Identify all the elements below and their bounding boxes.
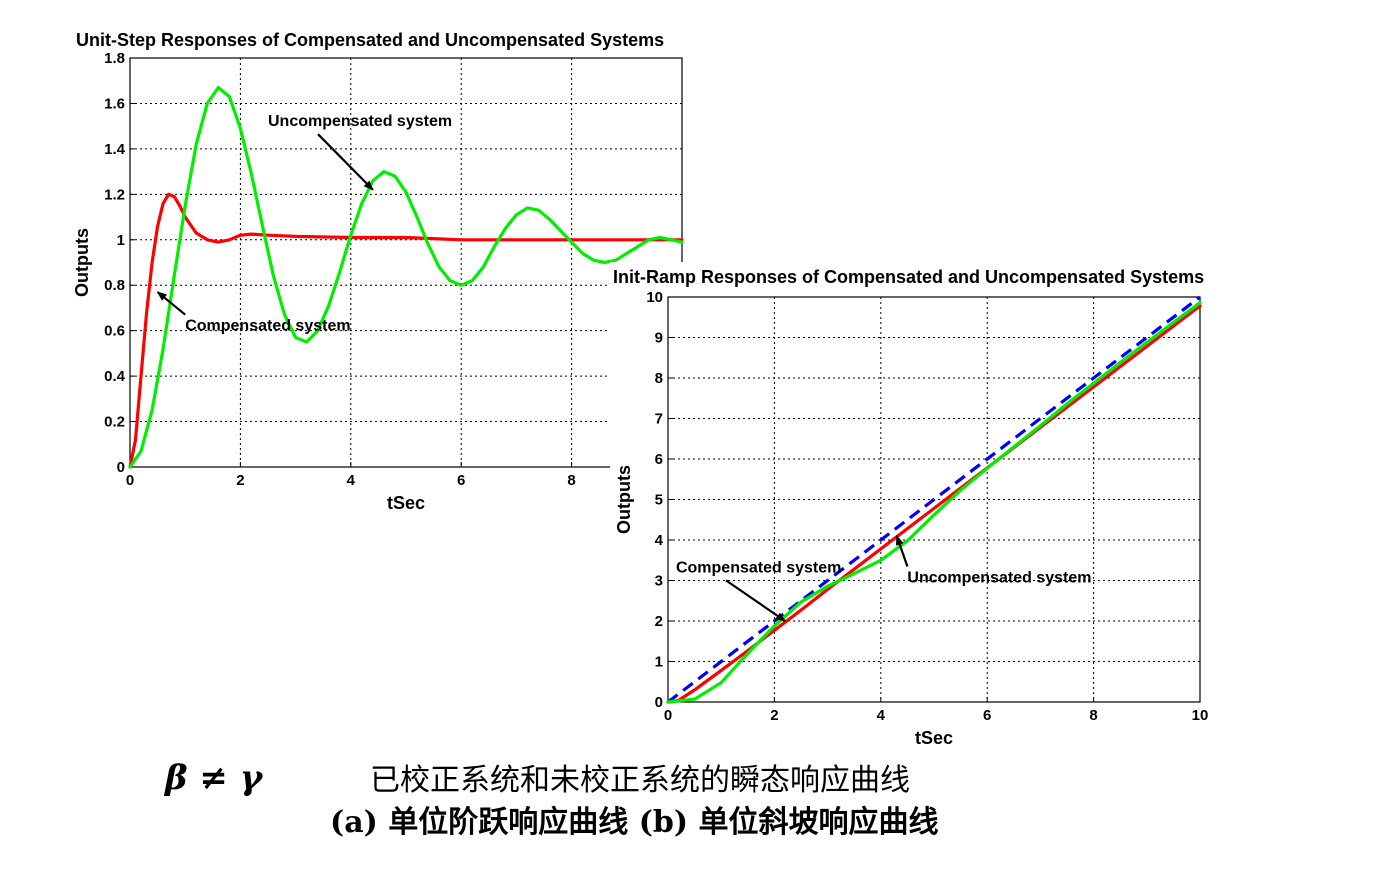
y-tick-label: 3	[655, 573, 663, 590]
y-tick-label: 8	[655, 370, 663, 387]
plot-area	[129, 57, 683, 468]
x-tick-label: 0	[126, 472, 134, 489]
series-line-uncompensated-system	[128, 85, 684, 469]
y-tick-label: 6	[655, 451, 663, 468]
y-axis-label: Outputs	[72, 228, 92, 297]
ramp-response-chart: 0 2 4 6 8 10 0 1 2 3 4 5 6 7 8 9 10 Compensated system Unc…	[610, 262, 1270, 752]
figure-caption-line1: 已校正系统和未校正系统的瞬态响应曲线	[370, 763, 910, 798]
y-axis-label: Outputs	[614, 465, 634, 534]
y-tick-label: 5	[655, 492, 663, 509]
annotation-compensated-system: Compensated system	[676, 559, 841, 576]
annotation-arrow	[725, 579, 786, 622]
annotation-compensated-system: Compensated system	[185, 318, 350, 335]
x-tick-label: 4	[877, 707, 886, 724]
annotation-uncompensated-system: Uncompensated system	[268, 113, 452, 130]
x-tick-label: 2	[770, 707, 778, 724]
y-tick-label: 1.6	[104, 95, 125, 112]
x-tick-label: 8	[567, 472, 575, 489]
series-line-compensated-system	[128, 192, 684, 469]
y-tick-label: 0	[117, 459, 125, 476]
y-tick-label: 1	[655, 654, 663, 671]
annotation-uncompensated-system: Uncompensated system	[907, 570, 1091, 587]
y-tick-label: 7	[655, 411, 663, 428]
y-tick-label: 1.8	[104, 50, 125, 67]
x-tick-label: 4	[347, 472, 356, 489]
y-tick-label: 0.6	[104, 323, 125, 340]
y-tick-label: 4	[655, 532, 664, 549]
y-tick-label: 0.8	[104, 277, 125, 294]
x-axis-label: tSec	[915, 728, 953, 748]
beta-not-equal-gamma: β ≠ γ	[165, 758, 263, 798]
x-axis-label: tSec	[387, 493, 425, 513]
y-tick-label: 0.2	[104, 414, 125, 431]
y-tick-label: 9	[655, 330, 663, 347]
annotation-arrow	[317, 133, 374, 191]
y-tick-label: 0.4	[104, 368, 126, 385]
series-line-reference-ramp	[667, 295, 1201, 704]
x-tick-label: 0	[664, 707, 672, 724]
y-tick-label: 1.2	[104, 186, 125, 203]
series-line-uncompensated-system	[666, 301, 1202, 704]
chart-title: Init-Ramp Responses of Compensated and U…	[613, 267, 1204, 287]
figure-caption-line2: (a) 单位阶跃响应曲线 (b) 单位斜坡响应曲线	[330, 805, 939, 840]
y-tick-label: 2	[655, 613, 663, 630]
x-tick-label: 2	[236, 472, 244, 489]
x-tick-label: 6	[983, 707, 991, 724]
y-tick-label: 10	[646, 289, 663, 306]
chart-title: Unit-Step Responses of Compensated and U…	[76, 30, 664, 50]
x-tick-label: 10	[1192, 707, 1209, 724]
y-tick-label: 0	[655, 694, 663, 711]
annotation-arrow	[895, 535, 909, 567]
step-response-chart: 0 2 4 6 8 0 0.2 0.4 0.6 0.8 1 1.2 1.4 1.6 1.8 Uncompens…	[72, 30, 684, 513]
x-tick-label: 8	[1089, 707, 1097, 724]
y-tick-label: 1	[117, 232, 125, 249]
annotation-arrow	[156, 291, 186, 316]
y-tick-label: 1.4	[104, 141, 126, 158]
x-tick-label: 6	[457, 472, 465, 489]
